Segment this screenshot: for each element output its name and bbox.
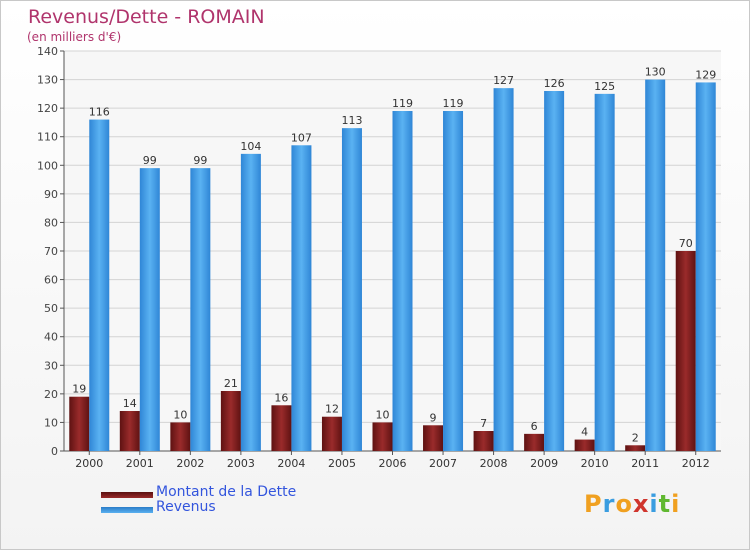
bar-revenue: [493, 88, 514, 452]
bar-revenue: [291, 145, 312, 452]
data-label-debt: 4: [581, 426, 588, 439]
x-tick-label: 2000: [75, 457, 103, 470]
bar-debt: [372, 422, 393, 451]
y-tick-label: 50: [44, 302, 58, 315]
data-label-revenue: 129: [695, 68, 716, 81]
data-label-revenue: 104: [240, 140, 261, 153]
data-label-debt: 12: [325, 403, 339, 416]
bar-debt: [321, 416, 342, 451]
x-tick-label: 2008: [480, 457, 508, 470]
y-tick-label: 10: [44, 416, 58, 429]
x-tick-label: 2009: [530, 457, 558, 470]
bar-revenue: [645, 79, 666, 452]
x-tick-label: 2002: [176, 457, 204, 470]
bar-debt: [423, 425, 444, 451]
legend-swatch-debt: [101, 492, 153, 498]
bar-revenue: [443, 111, 464, 451]
x-tick-label: 2006: [379, 457, 407, 470]
y-tick-label: 70: [44, 245, 58, 258]
bar-revenue: [695, 82, 716, 451]
y-tick-label: 80: [44, 216, 58, 229]
data-label-revenue: 99: [143, 154, 157, 167]
bar-revenue: [89, 119, 110, 452]
bar-debt: [524, 433, 545, 451]
x-tick-label: 2012: [682, 457, 710, 470]
logo-letter: r: [602, 490, 616, 518]
chart-subtitle: (en milliers d'€): [27, 30, 122, 44]
bar-revenue: [240, 153, 261, 451]
data-label-debt: 10: [173, 408, 187, 421]
x-tick-label: 2001: [126, 457, 154, 470]
bar-revenue: [139, 168, 160, 451]
bar-debt: [574, 439, 595, 451]
data-label-revenue: 130: [645, 66, 666, 79]
data-label-revenue: 99: [193, 154, 207, 167]
x-tick-label: 2011: [631, 457, 659, 470]
legend-swatch-revenue: [101, 507, 153, 513]
y-tick-label: 100: [37, 159, 58, 172]
chart-title: Revenus/Dette - ROMAIN: [28, 6, 265, 28]
bar-debt: [271, 405, 292, 451]
data-label-debt: 9: [430, 411, 437, 424]
y-tick-label: 30: [44, 359, 58, 372]
data-label-debt: 2: [632, 431, 639, 444]
data-label-debt: 6: [531, 420, 538, 433]
bar-revenue: [392, 111, 413, 451]
logo-letter: i: [649, 490, 659, 518]
data-label-revenue: 126: [544, 77, 565, 90]
data-label-revenue: 119: [392, 97, 413, 110]
logo-letter: i: [671, 490, 681, 518]
logo-letter: x: [632, 490, 650, 518]
bar-revenue: [341, 128, 362, 451]
x-tick-label: 2005: [328, 457, 356, 470]
data-label-debt: 19: [72, 383, 86, 396]
y-tick-label: 90: [44, 188, 58, 201]
legend-label-revenue: Revenus: [156, 499, 216, 515]
data-label-revenue: 116: [89, 106, 110, 119]
proxiti-logo: Proxiti: [584, 490, 680, 518]
y-tick-label: 20: [44, 388, 58, 401]
x-tick-label: 2003: [227, 457, 255, 470]
y-tick-label: 0: [51, 445, 58, 458]
bar-debt: [119, 411, 140, 451]
data-label-debt: 14: [123, 397, 137, 410]
x-tick-label: 2004: [277, 457, 305, 470]
bar-revenue: [190, 168, 211, 451]
x-tick-label: 2007: [429, 457, 457, 470]
logo-letter: t: [658, 490, 672, 518]
x-tick-label: 2010: [581, 457, 609, 470]
bar-revenue: [544, 91, 565, 451]
bar-debt: [220, 391, 241, 451]
y-tick-label: 40: [44, 331, 58, 344]
data-label-debt: 10: [376, 408, 390, 421]
y-tick-label: 110: [37, 131, 58, 144]
bar-debt: [675, 251, 696, 451]
legend-label-debt: Montant de la Dette: [156, 484, 297, 500]
data-label-revenue: 107: [291, 131, 312, 144]
data-label-revenue: 119: [443, 97, 464, 110]
data-label-debt: 21: [224, 377, 238, 390]
data-label-revenue: 113: [341, 114, 362, 127]
data-label-debt: 16: [274, 391, 288, 404]
y-tick-label: 140: [37, 45, 58, 58]
y-tick-label: 130: [37, 74, 58, 87]
logo-letter: P: [584, 490, 603, 518]
data-label-revenue: 127: [493, 74, 514, 87]
y-tick-label: 60: [44, 274, 58, 287]
bar-revenue: [594, 93, 615, 451]
bar-debt: [625, 445, 646, 451]
data-label-revenue: 125: [594, 80, 615, 93]
bar-debt: [69, 396, 90, 451]
y-tick-label: 120: [37, 102, 58, 115]
logo-letter: o: [615, 490, 633, 518]
data-label-debt: 70: [679, 237, 693, 250]
bar-debt: [170, 422, 191, 451]
bar-debt: [473, 431, 494, 451]
data-label-debt: 7: [480, 417, 487, 430]
